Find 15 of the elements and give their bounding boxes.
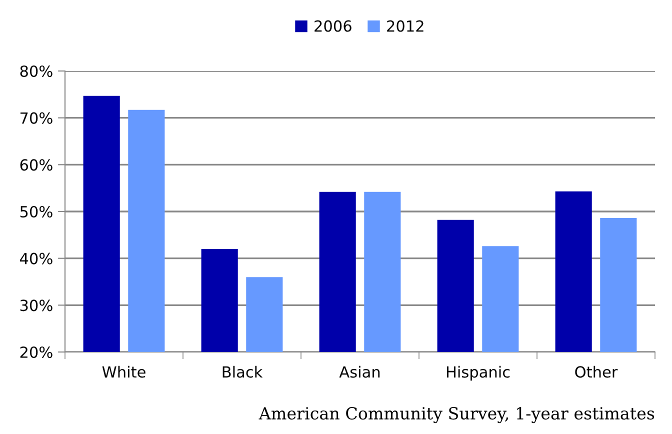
y-tick-label: 30% (20, 300, 52, 312)
legend-label: 2012 (387, 20, 424, 32)
x-tick-label: Other (575, 366, 618, 378)
y-tick-label: 70% (20, 112, 52, 124)
y-tick-label: 20% (20, 346, 52, 358)
x-tick-label: White (102, 366, 146, 378)
y-tick-label: 60% (20, 159, 52, 171)
text: American Community Survey, 1-year estimates (258, 406, 654, 424)
x-tick-label: Asian (339, 366, 380, 378)
legend-label: 2006 (314, 20, 352, 32)
x-tick-label: Black (222, 366, 263, 378)
x-tick-label: Hispanic (446, 366, 510, 381)
y-tick-label: 80% (20, 65, 52, 78)
y-tick-label: 40% (20, 252, 52, 264)
y-tick-label: 50% (20, 206, 52, 218)
